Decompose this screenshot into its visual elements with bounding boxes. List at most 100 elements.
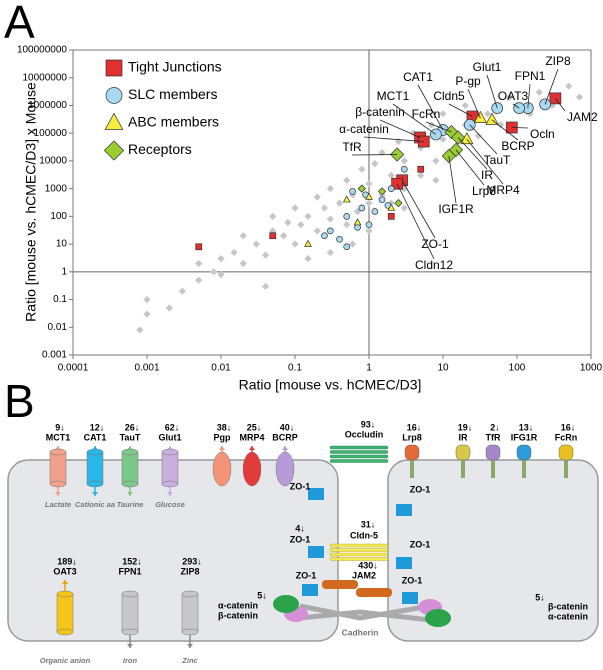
y-tick-label: 100 — [50, 211, 67, 222]
transporter-name: BCRP — [272, 432, 298, 442]
annotation-label: α-catenin — [339, 122, 389, 136]
y-tick-label: 10000 — [39, 156, 67, 167]
scatter-point — [291, 240, 299, 248]
cadherin — [299, 603, 431, 623]
count-label: 2↓ — [490, 422, 500, 432]
y-tick-label: 100000 — [34, 128, 68, 139]
scatter-point — [320, 204, 329, 212]
arrow-head — [62, 580, 68, 584]
transporter-name: FPN1 — [118, 566, 141, 576]
scatter-point — [387, 203, 396, 211]
arrow-head — [219, 446, 225, 450]
transporter — [49, 451, 67, 485]
annotation-label: Glut1 — [473, 60, 502, 74]
legend-marker — [105, 87, 123, 104]
scatter-point — [321, 232, 328, 240]
y-tick-label: 1000000 — [28, 100, 67, 111]
scatter-point — [371, 208, 379, 215]
scatter-point — [336, 235, 343, 243]
receptor — [404, 444, 420, 461]
scatter-point — [441, 148, 456, 164]
count-label: 19↓ — [458, 422, 473, 432]
receptor-stem — [491, 460, 495, 478]
y-tick-label: 0.001 — [42, 350, 67, 361]
annotation-leader — [455, 149, 485, 186]
x-tick-label: 10 — [437, 363, 449, 374]
legend-marker — [103, 140, 125, 161]
x-tick-label: 0.0001 — [58, 363, 89, 374]
scatter-point — [377, 187, 387, 196]
scatter-point — [326, 215, 334, 223]
receptor-stem — [410, 460, 414, 478]
scatter-point — [342, 195, 351, 203]
substrate-label: Iron — [123, 656, 138, 665]
legend-label: SLC members — [128, 86, 217, 102]
count-label: 16↓ — [561, 422, 576, 432]
abc-transporter — [242, 451, 262, 487]
transporter — [86, 451, 104, 485]
scatter-point — [326, 248, 334, 257]
scatter-point — [217, 270, 225, 279]
arrow-head — [55, 492, 61, 496]
zo1-box — [308, 488, 324, 500]
annotation-label: Lrp8 — [472, 184, 496, 198]
count-label: 4↓ — [295, 523, 305, 533]
scatter-point — [291, 204, 299, 212]
scatter-point — [239, 232, 247, 240]
transporter-name: ZIP8 — [180, 566, 199, 576]
scatter-point — [526, 110, 534, 118]
scatter-point — [400, 165, 408, 173]
scatter-point — [269, 227, 277, 235]
substrate-label: Glucose — [155, 500, 185, 509]
annotation-label: IR — [481, 168, 493, 182]
scatter-point — [358, 165, 366, 173]
claudin-strand — [329, 543, 389, 548]
zo1-box — [308, 546, 324, 558]
zo1-label: ZO-1 — [290, 481, 311, 491]
scatter-point — [575, 93, 584, 101]
claudin-strand — [329, 548, 389, 552]
catenin-label: α-catenin — [218, 600, 258, 610]
scatter-point — [252, 240, 260, 248]
annotation-leader — [392, 103, 437, 135]
scatter-point — [387, 199, 395, 207]
legend-marker — [105, 59, 123, 77]
scatter-point — [485, 112, 499, 125]
scatter-point — [261, 282, 270, 290]
receptor — [558, 444, 574, 461]
arrow-head — [249, 446, 255, 450]
zo1-label: ZO-1 — [290, 534, 311, 544]
scatter-point — [297, 221, 305, 229]
occludin-strand — [329, 445, 389, 450]
transporter-bottom — [121, 480, 139, 488]
scatter-point — [239, 259, 247, 268]
transporter-name: CAT1 — [84, 432, 107, 442]
scatter-point — [400, 185, 408, 193]
junction-name: JAM2 — [352, 570, 376, 580]
count-label: 62↓ — [165, 422, 180, 432]
annotation-leader — [363, 136, 424, 142]
annotation-label: JAM2 — [567, 110, 598, 124]
scatter-point — [326, 185, 334, 193]
scatter-point — [358, 204, 366, 212]
x-axis-label: Ratio [mouse vs. hCMEC/D3] — [239, 377, 422, 393]
substrate-label: Organic anion — [40, 656, 91, 665]
scatter-point — [354, 224, 361, 231]
annotation-label: MCT1 — [377, 89, 410, 103]
panel-label: A — [4, 0, 35, 48]
count-label: 93↓ — [361, 419, 376, 429]
x-tick-label: 0.001 — [134, 363, 159, 374]
cadherin-label: Cadherin — [342, 627, 379, 637]
receptor-name: IR — [459, 432, 469, 442]
annotation-leader — [417, 84, 444, 131]
scatter-point — [506, 93, 514, 101]
count-label: 152↓ — [122, 556, 142, 566]
scatter-point — [417, 165, 425, 173]
zo1-box — [402, 592, 418, 604]
annotation-label: OAT3 — [498, 89, 529, 103]
transporter — [181, 593, 199, 633]
count-label: 38↓ — [217, 422, 232, 432]
transporter-top — [86, 448, 104, 456]
arrow-head — [167, 492, 173, 496]
claudin-strand — [329, 557, 389, 561]
